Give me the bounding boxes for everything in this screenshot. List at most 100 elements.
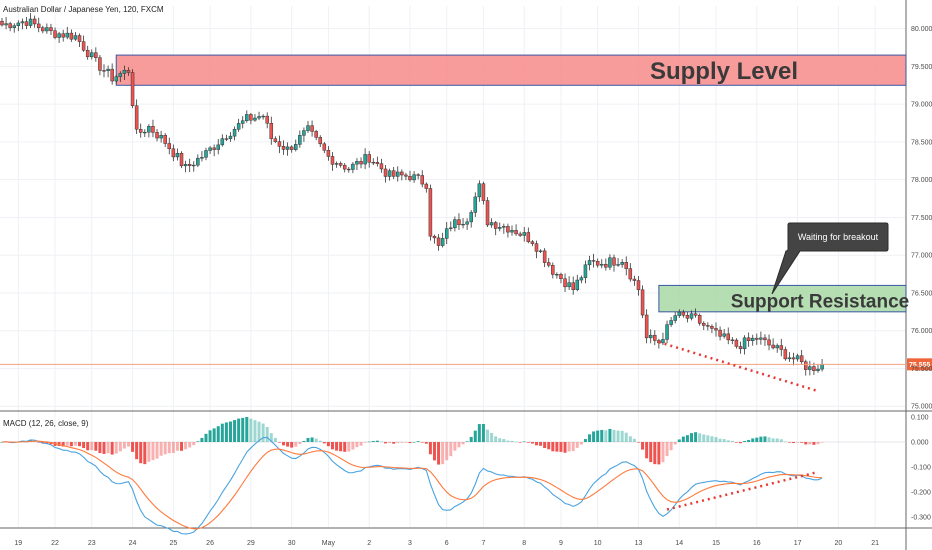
macd-hist-bar: [596, 430, 600, 442]
candle-body: [730, 339, 735, 341]
macd-hist-bar: [147, 442, 151, 462]
candle-body: [347, 168, 351, 171]
candle-body: [359, 161, 363, 165]
callout-text: Waiting for breakout: [798, 232, 879, 242]
candle-body: [661, 339, 665, 344]
y-tick-label: 76.000: [911, 328, 932, 335]
macd-hist-bar: [126, 442, 130, 447]
candle-body: [771, 344, 775, 349]
candle-body: [196, 157, 200, 166]
candle-body: [102, 70, 106, 72]
candle-body: [200, 157, 204, 159]
macd-hist-bar: [759, 436, 763, 442]
candle-body: [481, 183, 486, 201]
macd-hist-bar: [106, 442, 110, 454]
candle-body: [32, 18, 37, 25]
y-tick-label: 75.000: [911, 404, 932, 411]
candle-body: [12, 25, 16, 28]
candle-body: [138, 128, 143, 133]
candle-body: [228, 135, 233, 139]
x-tick-label: 20: [835, 540, 843, 547]
candle-body: [404, 174, 408, 177]
candle-body: [81, 41, 86, 51]
candle-body: [285, 146, 290, 150]
macd-hist-bar: [184, 442, 188, 450]
macd-hist-bar: [461, 442, 465, 445]
macd-hist-bar: [624, 432, 628, 442]
candle-body: [453, 219, 457, 229]
macd-hist-bar: [518, 442, 522, 443]
macd-hist-bar: [592, 431, 596, 442]
candle-body: [763, 337, 767, 341]
price-trendline: [658, 340, 819, 393]
candle-body: [8, 23, 12, 28]
candle-body: [114, 76, 118, 82]
macd-hist-bar: [90, 442, 94, 451]
annotations: Waiting for breakout: [658, 222, 889, 511]
macd-hist-bar: [253, 420, 257, 442]
candle-body: [616, 264, 620, 266]
candle-body: [363, 154, 367, 165]
candle-body: [171, 148, 176, 158]
macd-hist-bar: [526, 442, 530, 443]
macd-hist-bar: [779, 439, 783, 442]
macd-hist-bar: [534, 442, 538, 446]
y-tick-label: 77.500: [911, 215, 932, 222]
macd-hist-bar: [555, 442, 559, 452]
macd-hist-bar: [481, 423, 485, 442]
macd-hist-bar: [702, 434, 706, 442]
candle-body: [24, 21, 29, 26]
macd-hist-bar: [224, 422, 228, 442]
macd-hist-bar: [326, 442, 330, 447]
macd-hist-bar: [726, 440, 730, 442]
macd-hist-bar: [787, 442, 791, 443]
macd-hist-bar: [335, 442, 339, 451]
last-price-label: 75.555: [909, 362, 931, 369]
candle-body: [257, 116, 261, 119]
macd-hist-bar: [216, 426, 220, 442]
candle-body: [685, 314, 690, 319]
candle-body: [175, 153, 180, 158]
candle-body: [432, 235, 437, 239]
macd-hist-bar: [649, 442, 653, 463]
macd-hist-bar: [404, 442, 408, 443]
x-tick-label: 9: [559, 540, 563, 547]
macd-hist-bar: [69, 442, 73, 447]
zone-label: Supply Level: [650, 58, 798, 85]
y-tick-label: 78.000: [911, 177, 932, 184]
macd-hist-bar: [388, 442, 392, 444]
candle-body: [98, 57, 102, 71]
candle-body: [485, 200, 490, 226]
macd-hist-bar: [567, 442, 571, 452]
macd-hist-bar: [277, 442, 281, 443]
candle-body: [45, 27, 49, 32]
candle-body: [155, 132, 159, 139]
macd-hist-bar: [510, 440, 514, 442]
macd-title: MACD (12, 26, close, 9): [3, 419, 89, 428]
candle-body: [465, 221, 469, 225]
macd-hist-bar: [796, 442, 800, 443]
macd-hist-bar: [73, 442, 77, 446]
candle-body: [726, 333, 730, 341]
candle-body: [322, 143, 327, 151]
candle-body: [681, 311, 686, 316]
candle-body: [714, 328, 718, 331]
candle-body: [73, 35, 78, 40]
candle-body: [477, 183, 482, 198]
macd-hist-bar: [763, 436, 767, 442]
candle-body: [383, 168, 388, 177]
candle-body: [53, 30, 57, 38]
macd-hist-bar: [306, 437, 310, 442]
macd-hist-bar: [559, 442, 563, 452]
macd-hist-bar: [620, 430, 624, 442]
macd-hist-bar: [65, 442, 69, 446]
macd-hist-bar: [192, 442, 196, 446]
macd-hist-bar: [457, 442, 461, 448]
macd-hist-bar: [498, 438, 502, 442]
candle-body: [473, 196, 478, 213]
candle-body: [469, 212, 473, 223]
candle-body: [379, 163, 384, 170]
candle-body: [57, 33, 61, 38]
macd-hist-bar: [494, 436, 498, 442]
candle-body: [302, 130, 306, 136]
